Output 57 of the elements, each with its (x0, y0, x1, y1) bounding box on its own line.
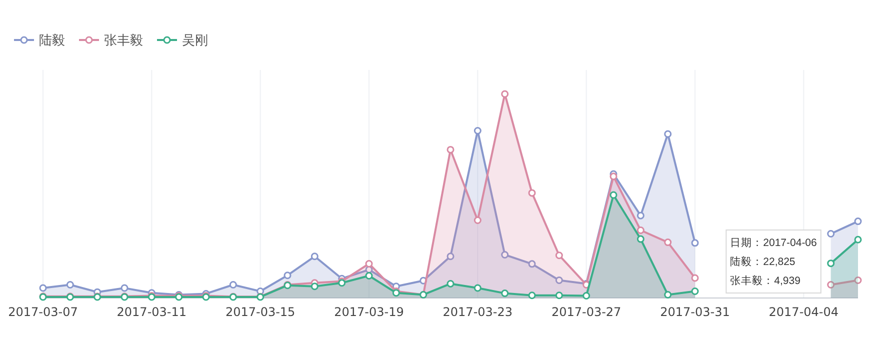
x-tick-label: 2017-03-07 (8, 305, 78, 319)
point (555, 292, 563, 300)
point (827, 260, 835, 268)
point (827, 230, 835, 238)
point (284, 272, 292, 280)
legend-label: 张丰毅 (104, 34, 143, 48)
point (636, 235, 644, 243)
point (610, 191, 618, 199)
point (555, 252, 563, 260)
point (691, 274, 699, 282)
point (664, 238, 672, 246)
annotation: 陆毅：22,825 (730, 255, 796, 268)
point (664, 130, 672, 138)
point (474, 126, 482, 134)
point (365, 272, 373, 280)
annotation: 张丰毅：4,939 (730, 274, 801, 287)
point (528, 260, 536, 268)
point (365, 260, 373, 268)
point (501, 290, 509, 298)
x-tick-label: 2017-03-19 (334, 305, 404, 319)
point (854, 236, 862, 244)
point (582, 292, 590, 300)
point (854, 218, 862, 226)
point (827, 280, 835, 288)
point (474, 284, 482, 292)
x-tick-label: 2017-03-27 (551, 305, 622, 319)
x-tick-label: 2017-03-23 (442, 305, 513, 319)
annotation: 日期：2017-04-06 (730, 237, 818, 249)
point (528, 292, 536, 300)
point (501, 251, 509, 258)
point (854, 276, 862, 284)
point (446, 252, 454, 260)
point (474, 216, 482, 224)
point (310, 282, 318, 290)
legend-label: 吴刚 (182, 34, 208, 48)
point (39, 284, 47, 292)
x-tick-label: 2017-03-15 (225, 305, 296, 319)
point (446, 146, 454, 154)
point (636, 226, 644, 234)
point (501, 90, 509, 98)
point (636, 212, 644, 220)
tooltip: 日期：2017-04-06 陆毅：22,825 张丰毅：4,939 (726, 230, 822, 294)
x-tick-label: 2017-03-11 (116, 305, 187, 319)
legend-label: 陆毅 (39, 34, 65, 48)
x-tick-label: 2017-03-31 (660, 305, 730, 319)
point (555, 276, 563, 284)
point (446, 280, 454, 288)
point (691, 288, 699, 296)
point (229, 280, 237, 288)
point (691, 239, 699, 247)
point (610, 172, 618, 180)
x-tick-label: 2017-04-04 (768, 305, 839, 319)
point (528, 189, 536, 197)
point (310, 252, 318, 260)
point (664, 290, 672, 298)
point (120, 284, 128, 292)
point (66, 280, 74, 288)
